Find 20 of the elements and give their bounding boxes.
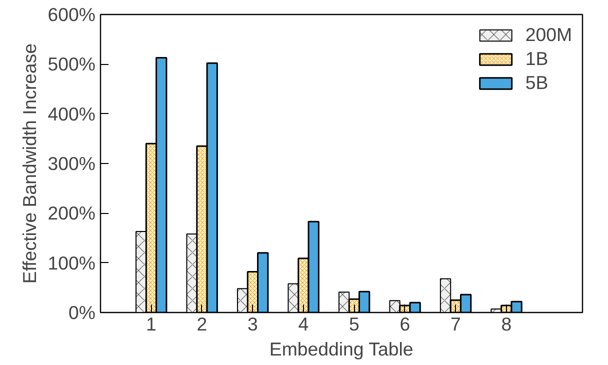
x-tick-label: 2 (196, 314, 208, 334)
x-tick-label: 4 (298, 314, 309, 334)
y-tick-label: 600% (48, 4, 96, 25)
x-axis-title: Embedding Table (269, 338, 414, 360)
y-tick-label: 100% (48, 252, 96, 274)
y-tick-label: 400% (48, 103, 96, 124)
legend-label: 200M (525, 24, 572, 46)
x-tick-label: 1 (146, 314, 156, 334)
x-tick-label: 7 (450, 314, 461, 334)
y-tick-label: 200% (48, 202, 96, 224)
y-tick-label: 0% (68, 302, 96, 323)
y-axis-title: Effective Bandwidth Increase (18, 43, 40, 284)
y-tick-label: 300% (48, 153, 96, 174)
x-tick-label: 5 (348, 314, 360, 334)
x-tick-label: 6 (400, 314, 410, 334)
legend-label: 1B (525, 48, 548, 70)
x-tick-label: 3 (248, 314, 258, 334)
legend-label: 5B (525, 72, 548, 94)
y-tick-label: 500% (48, 54, 96, 75)
x-tick-label: 8 (501, 314, 512, 334)
